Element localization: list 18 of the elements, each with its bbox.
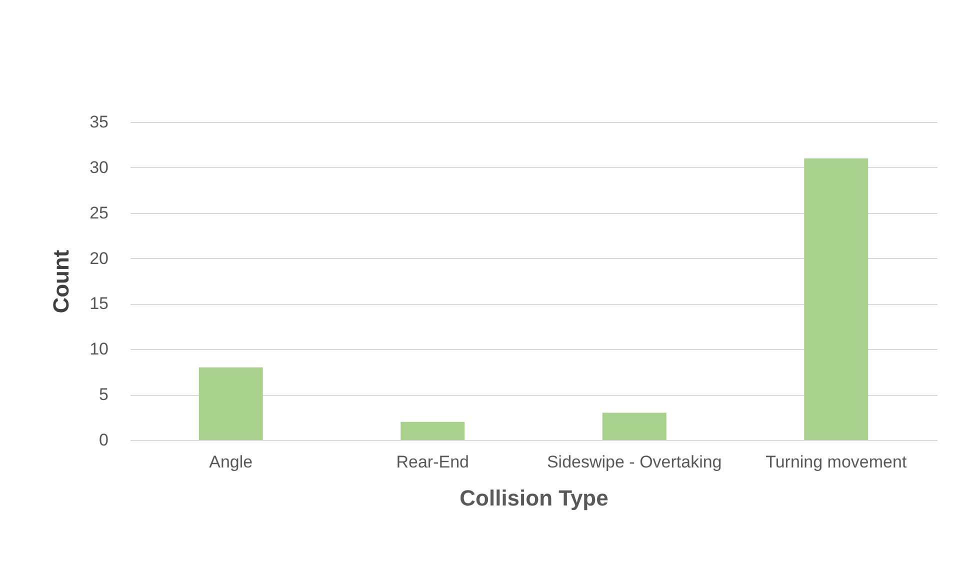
x-tick-label: Turning movement (766, 452, 907, 472)
y-tick-label: 5 (99, 385, 108, 404)
y-tick-label: 35 (90, 112, 108, 132)
bar (602, 412, 666, 440)
y-tick-label: 25 (90, 203, 108, 222)
bar (400, 422, 465, 440)
x-tick-label: Angle (209, 452, 253, 472)
x-tick-label: Sideswipe - Overtaking (546, 452, 722, 472)
x-axis-title: Collision Type (460, 486, 608, 510)
bar (198, 367, 263, 440)
y-tick-label: 10 (90, 340, 108, 359)
y-tick-label: 30 (90, 158, 108, 177)
y-tick-label: 20 (90, 248, 108, 268)
x-tick-label: Rear-End (396, 452, 470, 472)
y-axis-title: Count (48, 249, 74, 314)
bar (804, 158, 868, 440)
y-tick-label: 0 (99, 430, 108, 450)
y-tick-label: 15 (90, 294, 108, 314)
